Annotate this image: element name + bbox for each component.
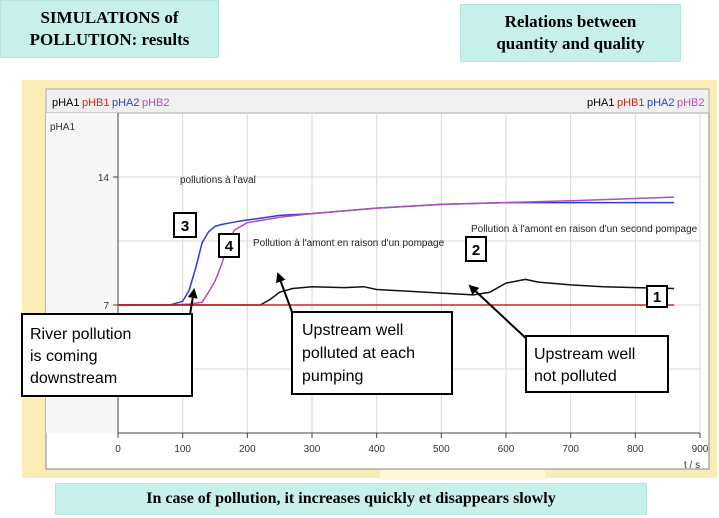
svg-text:Upstream well: Upstream well xyxy=(302,322,403,339)
legend-tabs-right: pHA1 pHB1 pHA2 pHB2 xyxy=(587,97,705,109)
svg-text:not polluted: not polluted xyxy=(534,368,617,385)
svg-text:downstream: downstream xyxy=(30,370,117,387)
badge-1: 1 xyxy=(646,285,668,308)
title-relations: Relations between quantity and quality xyxy=(460,4,681,62)
x-tick-label-600: 600 xyxy=(498,444,515,455)
x-tick-label-700: 700 xyxy=(562,444,579,455)
x-unit-label: t / s xyxy=(684,460,700,471)
tab-left-phb2[interactable]: pHB2 xyxy=(142,97,170,109)
x-ticks: 0 100 200 300 400 500 600 700 800 900 xyxy=(115,433,709,455)
svg-text:pumping: pumping xyxy=(302,368,363,385)
svg-text:2: 2 xyxy=(472,242,480,259)
title-right-line2: quantity and quality xyxy=(496,34,645,53)
frame-strip xyxy=(380,470,545,480)
annotation-amont-2: Pollution à l'amont en raison d'un secon… xyxy=(471,224,698,235)
plot-panel xyxy=(45,88,710,470)
x-tick-label-0: 0 xyxy=(115,444,121,455)
svg-text:polluted at each: polluted at each xyxy=(302,345,415,362)
tab-bar xyxy=(45,88,710,114)
arrow-upstream-not xyxy=(468,284,531,343)
tab-left-pha1[interactable]: pHA1 xyxy=(52,97,80,109)
series-lines xyxy=(118,196,675,306)
y-tick-label-14: 14 xyxy=(98,173,110,184)
series-line-phb2 xyxy=(118,196,675,306)
y-axis-label: pHA1 xyxy=(50,122,75,133)
y-ticks: 14 7 xyxy=(98,173,118,312)
badge-3: 3 xyxy=(173,212,197,238)
tab-right-phb2[interactable]: pHB2 xyxy=(677,97,705,109)
svg-text:is coming: is coming xyxy=(30,348,98,365)
legend-tabs-left: pHA1 pHB1 pHA2 pHB2 xyxy=(52,97,170,109)
badge-4: 4 xyxy=(218,233,240,258)
title-simulations: SIMULATIONS of POLLUTION: results xyxy=(0,0,219,58)
x-tick-label-200: 200 xyxy=(239,444,256,455)
badge-2: 2 xyxy=(465,236,487,262)
arrow-upstream-each xyxy=(276,272,293,313)
x-tick-label-300: 300 xyxy=(304,444,321,455)
tab-left-pha2[interactable]: pHA2 xyxy=(112,97,140,109)
tab-left-phb1[interactable]: pHB1 xyxy=(82,97,110,109)
title-right-line1: Relations between xyxy=(504,12,637,31)
annotation-amont-1: Pollution à l'amont en raison d'un pompa… xyxy=(253,238,445,249)
y-tick-label-7: 7 xyxy=(103,301,109,312)
callout-upstream-not: Upstream well not polluted xyxy=(525,335,669,393)
x-tick-label-100: 100 xyxy=(174,444,191,455)
callout-river: River pollution is coming downstream xyxy=(21,313,193,397)
callout-upstream-each: Upstream well polluted at each pumping xyxy=(291,311,453,395)
svg-text:Upstream well: Upstream well xyxy=(534,346,635,363)
x-tick-label-800: 800 xyxy=(627,444,644,455)
annotation-aval: pollutions à l'aval xyxy=(180,175,256,186)
x-tick-label-400: 400 xyxy=(368,444,385,455)
svg-text:3: 3 xyxy=(181,218,189,235)
x-tick-label-500: 500 xyxy=(433,444,450,455)
tab-right-phb1[interactable]: pHB1 xyxy=(617,97,645,109)
svg-text:4: 4 xyxy=(225,238,234,255)
tab-right-pha1[interactable]: pHA1 xyxy=(587,97,615,109)
conclusion-banner: In case of pollution, it increases quick… xyxy=(55,483,647,515)
tab-right-pha2[interactable]: pHA2 xyxy=(647,97,675,109)
x-tick-label-900: 900 xyxy=(692,444,709,455)
svg-text:River pollution: River pollution xyxy=(30,326,131,343)
title-left-line1: SIMULATIONS of xyxy=(40,8,179,27)
svg-text:1: 1 xyxy=(653,289,661,306)
title-left-line2: POLLUTION: results xyxy=(29,30,190,49)
series-line-pha1 xyxy=(118,278,675,306)
